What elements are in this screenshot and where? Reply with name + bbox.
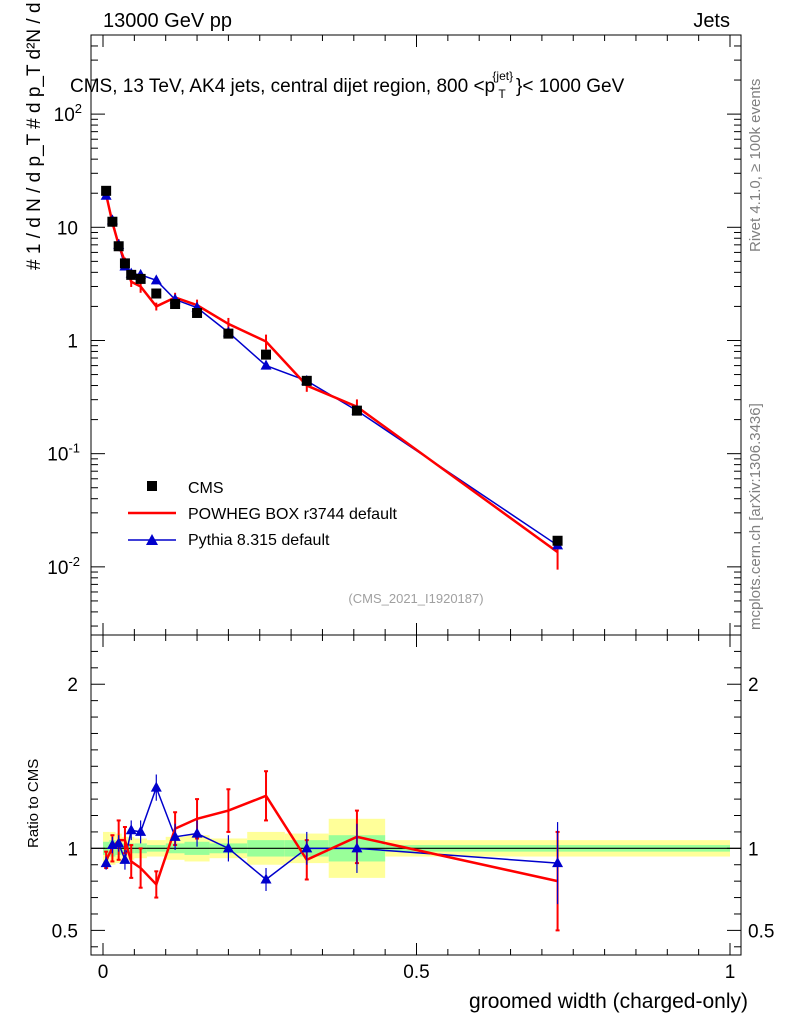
header-right: Jets	[693, 10, 730, 32]
y-tick-label: 102	[54, 101, 82, 126]
y-tick-label: 10-1	[47, 441, 80, 466]
title-end: }< 1000 GeV	[516, 76, 625, 97]
chart-title: CMS, 13 TeV, AK4 jets, central dijet reg…	[70, 64, 625, 103]
legend-label-powheg: POWHEG BOX r3744 default	[188, 506, 398, 523]
pythia-ratio-marker	[113, 837, 125, 848]
y-tick-label: 1	[67, 331, 78, 352]
y-tick-label: 10	[57, 218, 78, 239]
cms-marker	[351, 405, 362, 416]
x-tick-label: 0.5	[403, 962, 429, 983]
x-tick-label: 0	[98, 962, 109, 983]
pythia-ratio-marker	[191, 827, 203, 838]
title-sup: {jet}	[492, 69, 513, 83]
ratio-tick-label: 2	[67, 675, 78, 696]
legend-label-cms: CMS	[188, 480, 224, 497]
cms-marker	[552, 535, 563, 546]
pythia-ratio-marker	[260, 873, 272, 884]
pythia-ratio-marker	[125, 824, 137, 835]
pythia-ratio-marker	[119, 853, 131, 864]
title-sub: T	[498, 87, 506, 101]
pythia-ratio-marker	[150, 781, 162, 792]
cms-marker	[261, 349, 272, 360]
legend-marker-cms	[147, 481, 157, 491]
pythia-ratio-marker	[169, 830, 181, 841]
cms-marker	[119, 258, 130, 269]
powheg-line	[104, 194, 559, 554]
cms-marker	[192, 307, 203, 318]
xlabel: groomed width (charged-only)	[469, 990, 748, 1013]
pythia-marker	[150, 274, 162, 285]
header-left: 13000 GeV pp	[103, 10, 232, 32]
cms-marker	[170, 299, 181, 310]
side-label-bottom: mcplots.cern.ch [arXiv:1306.3436]	[747, 403, 764, 630]
axes: 0 0.5 1 10-2 10-1 1 10 102 0.5 0.5 1 1 2 2	[47, 34, 774, 983]
cms-marker	[301, 375, 312, 386]
side-label-top: Rivet 4.1.0, ≥ 100k events	[747, 79, 764, 252]
ratio-tick-label-right: 1	[748, 839, 759, 860]
analysis-tag: (CMS_2021_I1920187)	[348, 591, 483, 606]
pythia-ratio-marker	[135, 825, 147, 836]
pythia-ratio-marker	[351, 842, 363, 853]
pythia-ratio-marker	[552, 857, 564, 868]
ratio-frame	[90, 634, 742, 956]
legend: CMS POWHEG BOX r3744 default Pythia 8.31…	[128, 480, 398, 549]
ylabel-ratio: Ratio to CMS	[25, 759, 42, 848]
pythia-ratio-marker	[301, 842, 313, 853]
cms-marker	[223, 328, 234, 339]
ratio-tick-label: 1	[67, 839, 78, 860]
pythia-ratio-marker	[100, 857, 112, 868]
cms-marker	[107, 216, 118, 227]
ylabel-main: # 1 / d N / d p_T # d p_T d²N / d λ	[24, 0, 45, 270]
cms-marker	[151, 288, 162, 299]
ratio-tick-label: 0.5	[52, 921, 78, 942]
cms-marker	[101, 185, 112, 196]
title-main: CMS, 13 TeV, AK4 jets, central dijet reg…	[70, 76, 495, 97]
pythia-marker	[260, 359, 272, 370]
series-layer	[100, 185, 564, 932]
pythia-ratio-marker	[222, 842, 234, 853]
cms-marker	[126, 269, 137, 280]
legend-label-pythia: Pythia 8.315 default	[188, 532, 330, 549]
cms-marker	[135, 273, 146, 284]
y-tick-label: 10-2	[47, 554, 80, 579]
ratio-tick-label-right: 0.5	[748, 921, 774, 942]
ratio-tick-label-right: 2	[748, 675, 759, 696]
legend-marker-pythia	[146, 534, 158, 545]
cms-marker	[113, 241, 124, 252]
x-tick-label: 1	[725, 962, 736, 983]
pythia-line	[105, 195, 558, 546]
